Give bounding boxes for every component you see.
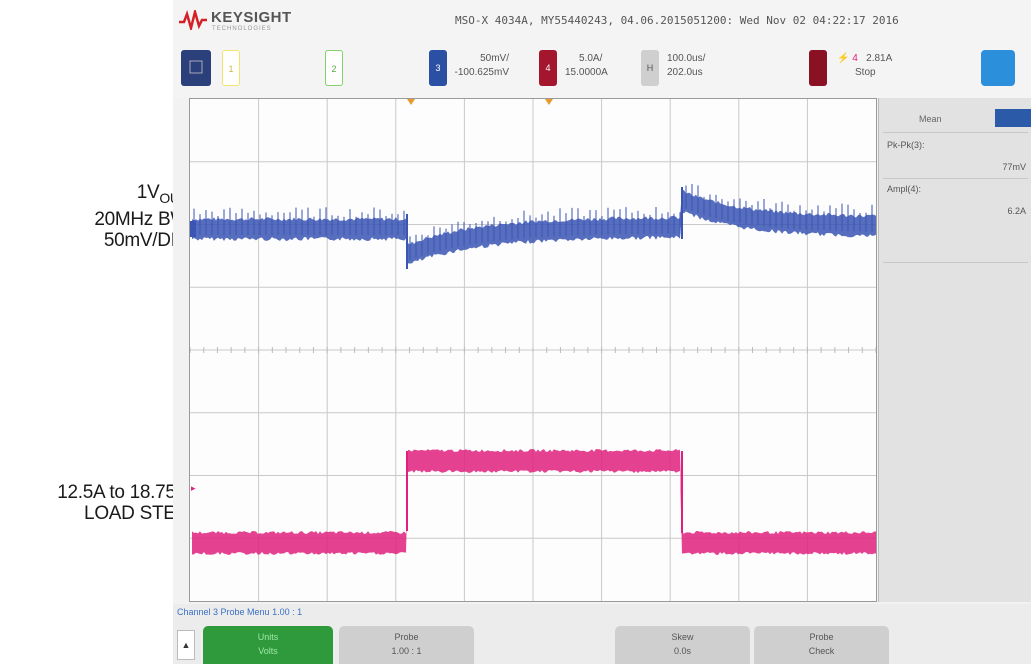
trigger-level: ⚡ 4 2.81A [837, 53, 893, 64]
channel-3-settings: 50mV/ -100.625mV [451, 52, 509, 80]
keysight-wave-icon [179, 10, 207, 30]
channel-4-offset: 15.0000A [565, 67, 608, 78]
measurement-header: Mean [879, 104, 1031, 127]
measurement-value-2: 6.2A [1007, 206, 1026, 216]
load-step-text: LOAD STEP [84, 503, 188, 524]
screen-icon [189, 60, 203, 74]
run-state: Stop [855, 67, 876, 78]
run-control-button[interactable] [981, 50, 1015, 86]
measurement-mode: Mean [919, 114, 942, 124]
channel-3-marker [190, 221, 196, 237]
menu-back-button[interactable]: ▲ [177, 630, 195, 660]
waveform-canvas: ▸ [189, 99, 877, 601]
channel-3-button[interactable]: 3 [429, 50, 447, 86]
trigger-position-marker [407, 99, 415, 105]
horizontal-settings: 100.0us/ 202.0us [667, 52, 705, 80]
measurement-tab[interactable] [995, 109, 1031, 127]
measurement-value-1: 77mV [1002, 162, 1026, 172]
divider [883, 262, 1028, 263]
vout-scale: 50mV/DIV [103, 229, 188, 251]
horizontal-button[interactable]: H [641, 50, 659, 86]
channel-3-offset: -100.625mV [454, 67, 509, 78]
channel-4-button[interactable]: 4 [539, 50, 557, 86]
vout-trace [192, 189, 876, 264]
probe-attenuation-softkey[interactable]: Probe 1.00 : 1 [339, 626, 474, 664]
measurement-panel: Mean Pk-Pk(3): 77mV Ampl(4): 6.2A [878, 98, 1031, 602]
trigger-edge-icon: ⚡ 4 [837, 53, 858, 64]
trigger-delay-marker [545, 99, 553, 105]
waveform-display: ▸ [189, 98, 877, 602]
menu-title: Channel 3 Probe Menu 1.00 : 1 [177, 607, 303, 617]
vout-label: 1VOUT 20MHz BW 50mV/DIV [94, 182, 188, 251]
channel-3-scale: 50mV/ [480, 53, 509, 64]
vout-bandwidth: 20MHz BW [94, 208, 188, 230]
measurement-label-2: Ampl(4): [887, 184, 922, 194]
brand-sub: TECHNOLOGIES [212, 26, 272, 32]
load-step-range: 12.5A to 18.75A [57, 482, 188, 503]
scope-info: MSO-X 4034A, MY55440243, 04.06.201505120… [455, 14, 899, 27]
channel-2-button[interactable]: 2 [325, 50, 343, 86]
trigger-settings: ⚡ 4 2.81A Stop [837, 52, 892, 80]
screen-capture-button[interactable] [181, 50, 211, 86]
divider [883, 178, 1028, 179]
load-step-label: 12.5A to 18.75A LOAD STEP [57, 482, 188, 524]
keysight-logo: KEYSIGHT TECHNOLOGIES [179, 6, 324, 36]
channel-4-scale: 5.0A/ [579, 53, 603, 64]
trigger-source-button[interactable] [809, 50, 827, 86]
softkey-menu: Channel 3 Probe Menu 1.00 : 1 ▲ Units Vo… [173, 604, 1031, 664]
units-softkey[interactable]: Units Volts [203, 626, 333, 664]
probe-check-softkey[interactable]: Probe Check [754, 626, 889, 664]
load-step-trace [192, 449, 876, 555]
scope-header: KEYSIGHT TECHNOLOGIES MSO-X 4034A, MY554… [173, 0, 1031, 98]
brand-name: KEYSIGHT [211, 9, 292, 26]
horizontal-scale: 100.0us/ [667, 53, 706, 64]
channel-1-button[interactable]: 1 [222, 50, 240, 86]
channel-4-marker: ▸ [191, 483, 196, 493]
skew-softkey[interactable]: Skew 0.0s [615, 626, 750, 664]
oscilloscope-screen: KEYSIGHT TECHNOLOGIES MSO-X 4034A, MY554… [173, 0, 1031, 664]
channel-4-settings: 5.0A/ 15.0000A [565, 52, 608, 80]
measurement-label-1: Pk-Pk(3): [887, 140, 925, 150]
divider [883, 132, 1028, 133]
horizontal-position: 202.0us [667, 67, 703, 78]
